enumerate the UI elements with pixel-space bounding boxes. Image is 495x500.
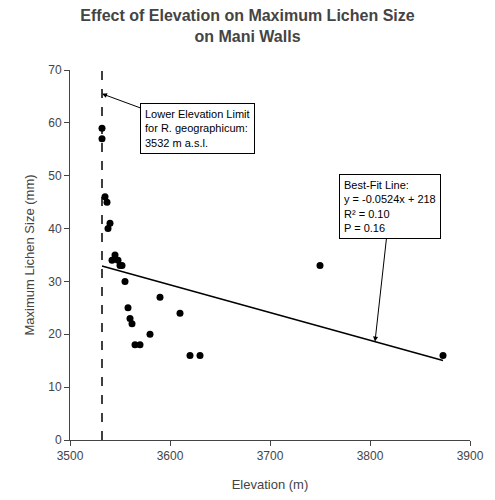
svg-text:50: 50	[48, 169, 62, 183]
svg-text:Effect of Elevation on Maximum: Effect of Elevation on Maximum Lichen Si…	[80, 7, 414, 45]
svg-text:20: 20	[48, 327, 62, 341]
svg-text:70: 70	[48, 63, 62, 77]
svg-text:40: 40	[48, 222, 62, 236]
svg-text:0: 0	[55, 433, 62, 447]
svg-text:Maximum Lichen Size (mm): Maximum Lichen Size (mm)	[22, 174, 37, 335]
svg-text:Best-Fit Line:y = -0.0524x + 2: Best-Fit Line:y = -0.0524x + 218R² = 0.1…	[344, 179, 436, 234]
svg-text:3700: 3700	[257, 449, 284, 463]
svg-text:Elevation (m): Elevation (m)	[232, 477, 309, 492]
svg-text:3500: 3500	[57, 449, 84, 463]
svg-text:60: 60	[48, 116, 62, 130]
svg-text:10: 10	[48, 380, 62, 394]
svg-text:3900: 3900	[457, 449, 484, 463]
svg-text:Lower Elevation Limitfor R. ge: Lower Elevation Limitfor R. geographicum…	[145, 108, 250, 149]
svg-text:30: 30	[48, 275, 62, 289]
svg-text:3600: 3600	[157, 449, 184, 463]
svg-text:3800: 3800	[357, 449, 384, 463]
